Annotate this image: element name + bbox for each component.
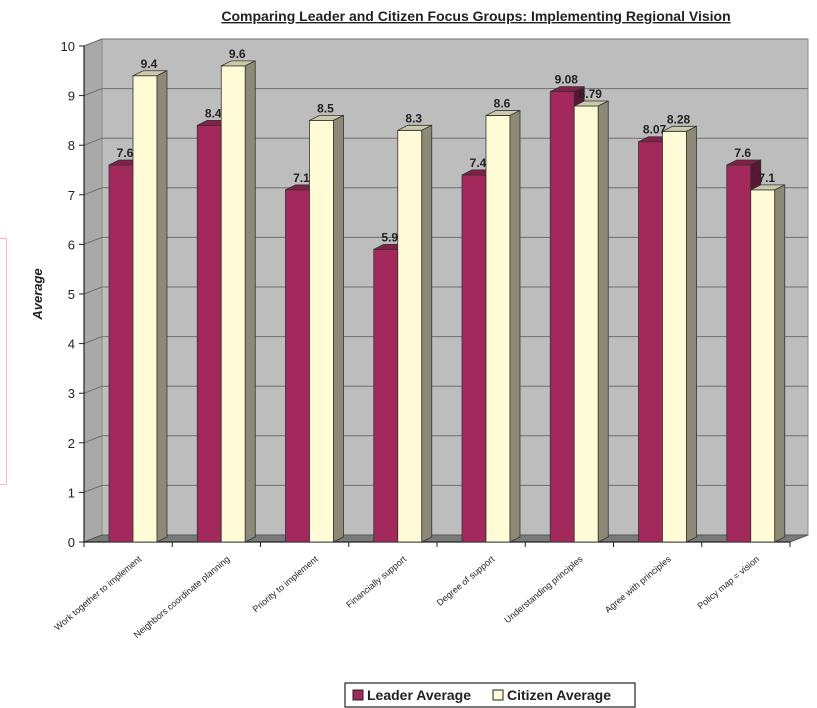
citizen-bar bbox=[132, 70, 168, 543]
legend: Leader Average Citizen Average bbox=[344, 682, 636, 708]
bars bbox=[108, 60, 786, 543]
data-label: 8.07 bbox=[643, 123, 667, 137]
bar-front bbox=[750, 189, 776, 543]
data-label: 8.79 bbox=[579, 87, 603, 101]
x-tick-label: Work together to implement bbox=[52, 554, 143, 633]
data-label: 7.1 bbox=[293, 171, 310, 185]
y-tick-labels: 0 1 2 3 4 5 6 7 8 9 10 bbox=[61, 39, 75, 550]
bar-front bbox=[461, 174, 487, 543]
bar-front bbox=[108, 164, 134, 543]
data-label: 7.4 bbox=[470, 156, 487, 170]
bar-side bbox=[686, 125, 697, 543]
bar-front bbox=[549, 91, 575, 543]
y-tick-label: 8 bbox=[68, 138, 75, 153]
legend-label-citizen: Citizen Average bbox=[507, 687, 611, 703]
bar-front bbox=[132, 75, 158, 543]
bar-front bbox=[485, 115, 511, 543]
bar-front bbox=[285, 189, 310, 543]
bar-side bbox=[509, 109, 521, 543]
data-label: 9.6 bbox=[229, 47, 246, 61]
y-tick-label: 0 bbox=[68, 535, 75, 550]
data-label: 5.9 bbox=[381, 230, 398, 244]
data-label: 9.08 bbox=[555, 73, 579, 87]
y-tick-label: 3 bbox=[68, 386, 75, 401]
data-label: 8.3 bbox=[405, 111, 422, 125]
y-tick-label: 1 bbox=[68, 485, 75, 500]
y-tick-label: 9 bbox=[68, 89, 75, 104]
bar-front bbox=[662, 130, 687, 543]
y-axis-label: Average bbox=[30, 268, 45, 320]
data-label: 7.6 bbox=[734, 146, 751, 160]
x-tick-label: Priority to implement bbox=[251, 554, 321, 615]
legend-swatch-citizen bbox=[492, 689, 504, 701]
citizen-bar bbox=[220, 60, 256, 543]
legend-label-leader: Leader Average bbox=[367, 687, 471, 703]
x-tick-label: Understanding principles bbox=[502, 554, 585, 626]
bar-front bbox=[309, 120, 334, 543]
data-label: 9.4 bbox=[141, 57, 158, 71]
bar-front bbox=[397, 129, 423, 543]
citizen-bar bbox=[750, 184, 786, 543]
plot-background bbox=[83, 38, 809, 543]
bar-side bbox=[597, 100, 609, 543]
bar-side bbox=[421, 124, 433, 543]
data-labels: 7.6 9.4 8.4 9.6 7.1 8.5 5.9 8.3 7.4 8.6 9.088.79 8.… bbox=[117, 47, 776, 245]
bar-front bbox=[726, 164, 752, 543]
y-tick-label: 6 bbox=[68, 237, 75, 252]
bar-front bbox=[220, 65, 246, 543]
data-label: 8.6 bbox=[494, 96, 511, 110]
citizen-bar bbox=[309, 114, 344, 543]
data-label: 8.28 bbox=[667, 112, 691, 126]
bar-side bbox=[333, 114, 344, 543]
data-label: 8.4 bbox=[205, 106, 222, 120]
y-tick-label: 7 bbox=[68, 188, 75, 203]
data-label: 8.5 bbox=[317, 101, 334, 115]
citizen-bar bbox=[662, 125, 697, 543]
x-tick-label: Degree of support bbox=[435, 554, 497, 608]
legend-box bbox=[344, 682, 636, 708]
gridline bbox=[83, 38, 808, 47]
data-label: 7.1 bbox=[758, 171, 775, 185]
chart-title: Comparing Leader and Citizen Focus Group… bbox=[221, 8, 730, 24]
bar-front bbox=[196, 124, 222, 543]
x-tick-label: Policy map = vision bbox=[696, 554, 762, 611]
citizen-bar bbox=[573, 100, 609, 543]
bar-front bbox=[638, 141, 663, 543]
y-tick-label: 4 bbox=[68, 337, 75, 352]
citizen-bar bbox=[485, 109, 521, 543]
bar-side bbox=[156, 70, 168, 543]
bar-side bbox=[774, 184, 786, 543]
page-edge-marker bbox=[0, 238, 7, 485]
x-tick-label: Financially support bbox=[344, 554, 408, 610]
citizen-bar bbox=[397, 124, 433, 543]
y-tick-label: 2 bbox=[68, 436, 75, 451]
y-tick-label: 10 bbox=[61, 39, 75, 54]
y-tick-label: 5 bbox=[68, 287, 75, 302]
data-label: 7.6 bbox=[117, 146, 134, 160]
bar-front bbox=[373, 248, 399, 543]
x-tick-label: Neighbors coordinate planning bbox=[132, 554, 232, 640]
x-tick-label: Agree with principles bbox=[603, 554, 673, 615]
plot-floor bbox=[83, 534, 809, 543]
bar-side bbox=[244, 60, 256, 543]
bar-front bbox=[573, 105, 599, 543]
legend-swatch-leader bbox=[352, 689, 364, 701]
